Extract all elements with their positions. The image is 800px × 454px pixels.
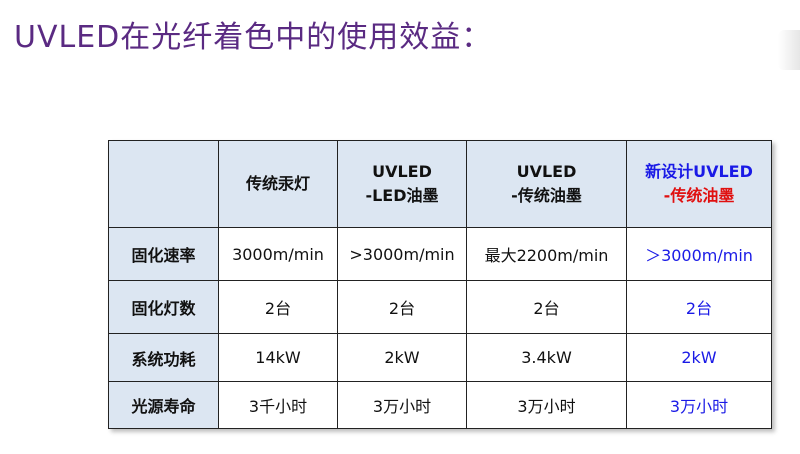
header-cell: UVLED -传统油墨: [466, 140, 627, 228]
header-cell: [108, 140, 219, 228]
header-line: 新设计UVLED: [645, 162, 753, 181]
header-row: 传统汞灯 UVLED -LED油墨 UVLED -传统油墨 新设计UVLED -传统油墨: [108, 140, 772, 228]
table-row: 光源寿命 3千小时 3万小时 3万小时 3万小时: [108, 381, 772, 429]
table-cell: 3万小时: [626, 381, 772, 429]
table-cell: 2台: [337, 280, 467, 334]
header-cell: 新设计UVLED -传统油墨: [626, 140, 772, 228]
table-cell: 3千小时: [218, 381, 338, 429]
header-cell: UVLED -LED油墨: [337, 140, 467, 228]
table-cell: ＞3000m/min: [626, 227, 772, 281]
header-line: UVLED: [372, 162, 432, 181]
table-row: 固化灯数 2台 2台 2台 2台: [108, 280, 772, 334]
table-cell: 3000m/min: [218, 227, 338, 281]
table-cell: >3000m/min: [337, 227, 467, 281]
table-cell: 2台: [466, 280, 627, 334]
row-header: 固化灯数: [108, 280, 219, 334]
table-cell: 最大2200m/min: [466, 227, 627, 281]
decoration: [778, 30, 800, 70]
table-cell: 3.4kW: [466, 333, 627, 382]
comparison-table: 传统汞灯 UVLED -LED油墨 UVLED -传统油墨 新设计UVLED -传统油墨固化…: [108, 140, 772, 429]
table-cell: 3万小时: [337, 381, 467, 429]
header-line: -传统油墨: [511, 186, 582, 205]
header-line: 传统汞灯: [245, 174, 310, 193]
table-cell: 2台: [626, 280, 772, 334]
table-cell: 2kW: [626, 333, 772, 382]
table-row: 固化速率 3000m/min >3000m/min 最大2200m/min ＞3000m…: [108, 227, 772, 281]
table-cell: 2kW: [337, 333, 467, 382]
header-line: UVLED: [516, 162, 577, 181]
header-line: -传统油墨: [663, 186, 735, 205]
slide-title: UVLED在光纤着色中的使用效益：: [14, 20, 493, 55]
header-line: -LED油墨: [365, 186, 439, 205]
row-header: 固化速率: [108, 227, 219, 281]
table-cell: 14kW: [218, 333, 338, 382]
table-cell: 3万小时: [466, 381, 627, 429]
table-cell: 2台: [218, 280, 338, 334]
table-row: 系统功耗 14kW 2kW 3.4kW 2kW: [108, 333, 772, 382]
header-cell: 传统汞灯: [218, 140, 338, 228]
row-header: 系统功耗: [108, 333, 219, 382]
row-header: 光源寿命: [108, 381, 219, 429]
